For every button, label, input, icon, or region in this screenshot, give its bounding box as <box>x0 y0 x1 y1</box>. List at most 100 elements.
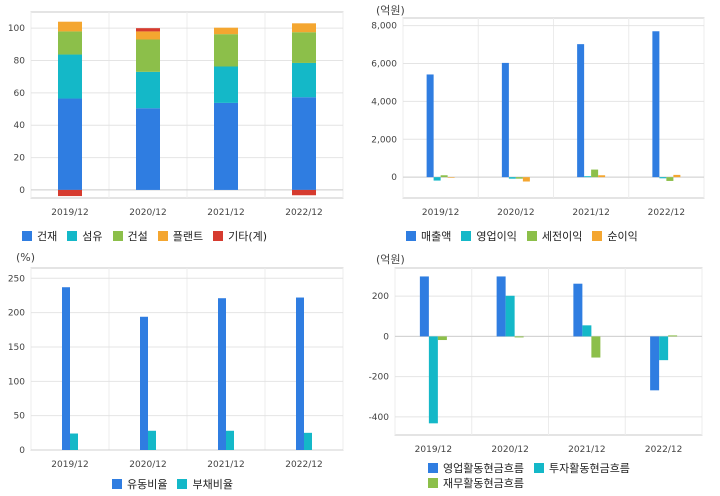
chart-panel-1: 0 20 40 60 80 100 2019/12 2020/12 2021/12 2022/12… <box>0 0 360 248</box>
y-tick-label: 6,000 <box>371 59 397 69</box>
bar <box>668 335 678 337</box>
bar <box>304 432 312 450</box>
bar-segment <box>292 62 316 98</box>
bar <box>522 177 530 182</box>
legend-swatch <box>406 230 416 241</box>
chart-3-legend: 유동비율 부채비율 <box>112 476 312 491</box>
bar <box>659 336 669 361</box>
x-tick-label: 2020/12 <box>129 460 166 470</box>
legend-swatch <box>112 478 122 489</box>
bar <box>582 325 592 337</box>
bar <box>508 177 516 179</box>
x-tick-label: 2022/12 <box>285 460 322 470</box>
chart-panel-2: (억원) 0 2,000 4,000 6,000 8,000 2019/12 2020/12… <box>360 0 720 248</box>
legend-label: 기타(계) <box>228 229 268 243</box>
bar-segment <box>214 102 238 190</box>
bar-segment <box>292 32 316 63</box>
legend-item: 세전이익 <box>526 228 583 243</box>
legend-label: 순이익 <box>607 229 638 243</box>
bar <box>218 298 226 450</box>
x-tick-label: 2021/12 <box>207 460 244 470</box>
chart-4-svg: -400 -200 0 200 2019/12 2020/12 2021/12 2022/12 <box>369 267 703 455</box>
bar <box>515 177 523 179</box>
bar <box>62 287 70 450</box>
legend-label: 건설 <box>127 229 148 243</box>
bar <box>650 336 660 391</box>
legend-item: 재무활동현금흐름 <box>428 475 524 490</box>
bar <box>447 177 455 178</box>
legend-swatch <box>213 230 224 241</box>
bar <box>419 276 429 337</box>
legend-label: 세전이익 <box>541 229 583 243</box>
y-tick-label: 80 <box>14 57 26 67</box>
legend-item: 건재 <box>22 228 57 243</box>
bar <box>140 316 148 450</box>
bar <box>70 433 78 450</box>
bar-segment <box>292 97 316 190</box>
y-tick-label: 60 <box>14 89 26 99</box>
legend-swatch <box>112 230 123 241</box>
chart-panel-3: (%) 0 50 100 150 200 250 2019/12 2020/12 2021/12… <box>0 248 360 496</box>
y-tick-label: 200 <box>8 309 25 319</box>
x-tick-label: 2022/12 <box>648 208 685 218</box>
legend-swatch <box>461 230 472 241</box>
bar-segment <box>214 66 238 103</box>
y-tick-label: 150 <box>8 343 25 353</box>
y-tick-label: 40 <box>14 121 26 131</box>
chart-3-svg: 0 50 100 150 200 250 2019/12 2020/12 2021/12 2022… <box>8 267 344 470</box>
bar <box>577 44 585 178</box>
bar <box>148 430 156 450</box>
y-tick-label: -400 <box>369 413 390 423</box>
bar <box>426 74 434 178</box>
bar <box>598 175 606 178</box>
legend-label: 영업활동현금흐름 <box>443 461 524 475</box>
legend-item: 부채비율 <box>177 476 233 491</box>
unit-label: (%) <box>16 251 36 264</box>
legend-label: 영업이익 <box>476 229 517 243</box>
y-tick-label: 8,000 <box>371 22 397 32</box>
legend-label: 매출액 <box>421 229 452 243</box>
legend-label: 부채비율 <box>192 477 233 491</box>
chart-2-legend: 매출액 영업이익 세전이익 순이익 <box>406 228 706 243</box>
y-tick-label: 50 <box>14 412 26 422</box>
legend-item: 플랜트 <box>157 228 203 243</box>
x-tick-label: 2022/12 <box>285 208 322 218</box>
bar-segment <box>136 108 160 190</box>
legend-swatch <box>177 478 188 489</box>
x-tick-label: 2021/12 <box>568 445 605 455</box>
bar <box>496 276 506 337</box>
legend-label: 투자활동현금흐름 <box>548 461 630 475</box>
bar-segment <box>136 39 160 72</box>
chart-panel-4: (억원) -400 -200 0 200 2019/12 2020/12 2021/12 20… <box>360 248 720 496</box>
legend-label: 재무활동현금흐름 <box>443 476 524 490</box>
bar-segment <box>136 28 160 32</box>
legend-item: 투자활동현금흐름 <box>533 460 630 475</box>
x-tick-label: 2021/12 <box>572 208 609 218</box>
legend-item: 유동비율 <box>112 476 167 491</box>
bar <box>505 295 515 337</box>
legend-label: 섬유 <box>82 229 103 243</box>
y-tick-label: 0 <box>383 332 389 342</box>
x-tick-label: 2019/12 <box>51 460 88 470</box>
bar-segment <box>58 21 82 32</box>
bar <box>573 283 583 337</box>
bar-segment <box>136 31 160 40</box>
bar <box>666 177 674 181</box>
bar-segment <box>136 71 160 109</box>
bar <box>226 430 234 450</box>
unit-label: (억원) <box>376 4 405 17</box>
bar-segment <box>58 54 82 99</box>
x-tick-label: 2020/12 <box>497 208 534 218</box>
bar <box>591 169 599 178</box>
legend-swatch <box>533 462 544 473</box>
bar <box>501 62 509 178</box>
bar <box>591 336 601 358</box>
y-tick-label: 0 <box>19 446 25 456</box>
bar-segment <box>58 31 82 55</box>
legend-item: 영업활동현금흐름 <box>428 460 524 475</box>
y-tick-label: 250 <box>8 274 25 284</box>
legend-swatch <box>22 230 32 241</box>
bar-segment <box>58 98 82 190</box>
legend-item: 건설 <box>112 228 148 243</box>
